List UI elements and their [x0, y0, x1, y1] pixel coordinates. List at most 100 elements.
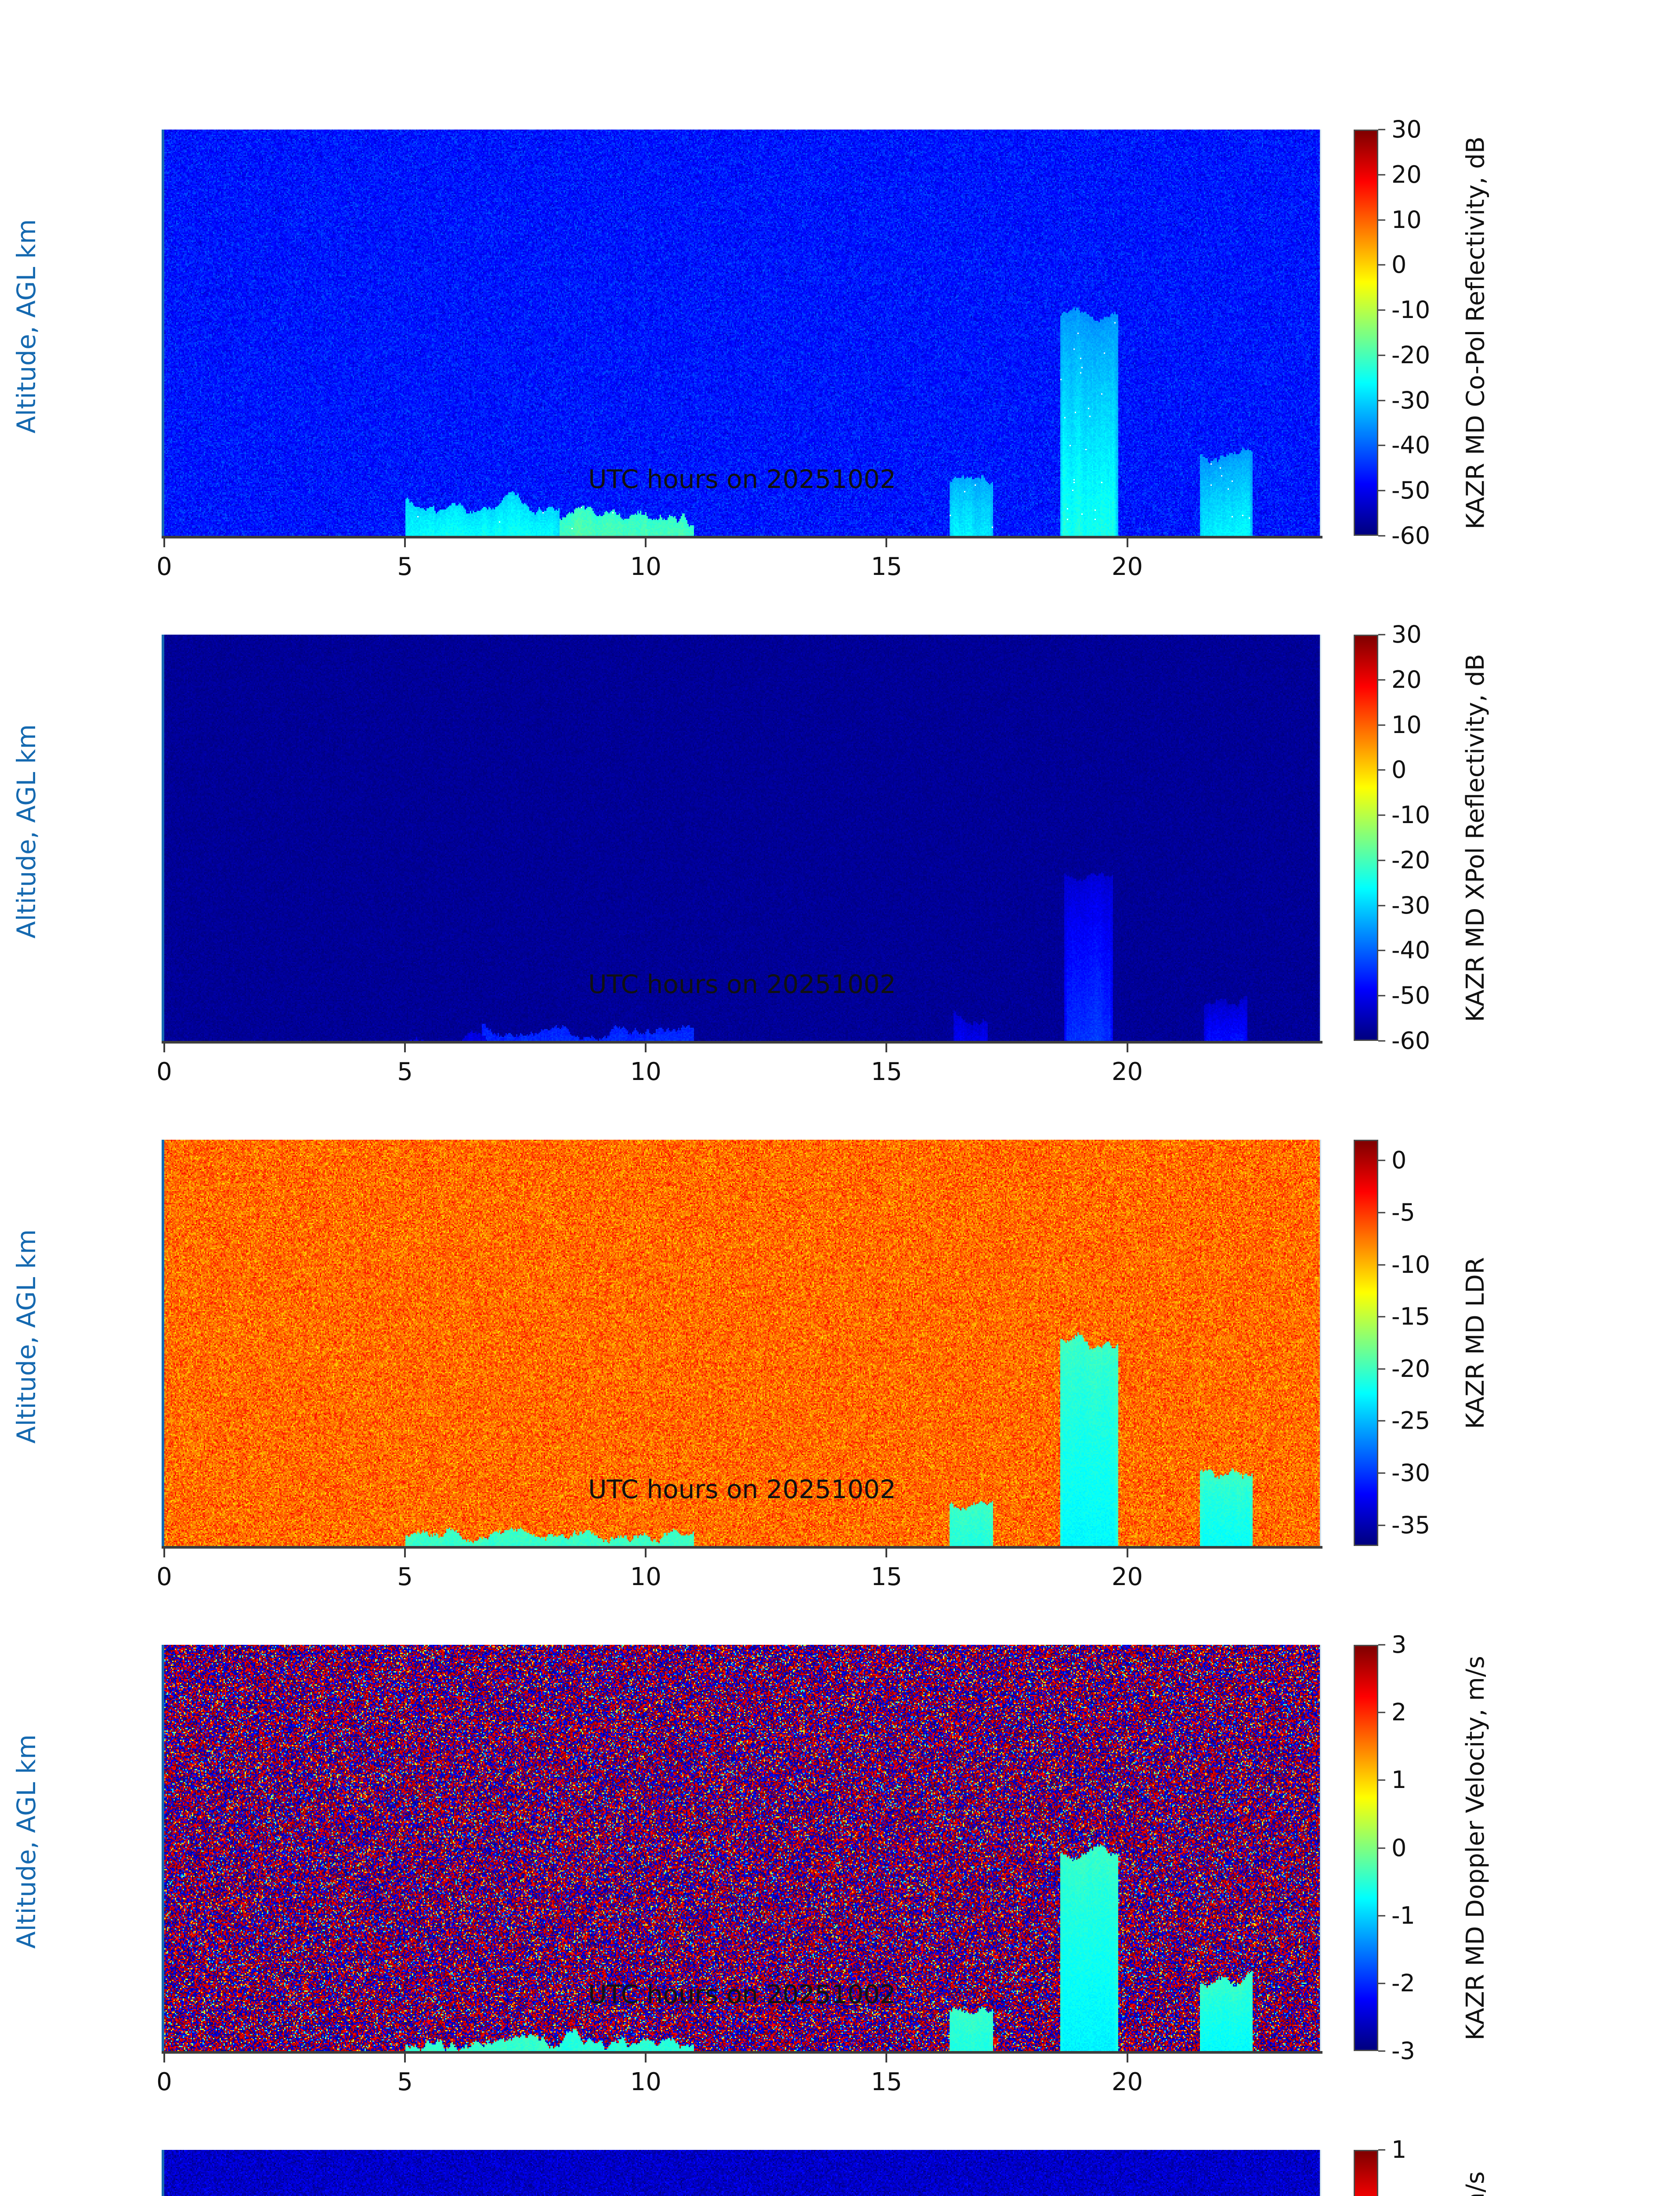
- colorbar-gradient: [1355, 1141, 1377, 1545]
- colorbar-label-text: KAZR MD Co-Pol Reflectivity, dB: [1461, 136, 1490, 529]
- axis-top: [164, 1644, 1320, 1645]
- colorbar-label-text: KAZR MD Spectral Width, m/s: [1461, 2171, 1490, 2196]
- colorbar-tick-label: -3: [1391, 2037, 1415, 2065]
- colorbar-tick-label: -5: [1391, 1199, 1415, 1227]
- colorbar-label-text: KAZR MD XPol Reflectivity, dB: [1461, 654, 1490, 1022]
- colorbar-tick: [1378, 354, 1385, 356]
- axis-left: [162, 130, 164, 536]
- x-axis-tick-label: 5: [397, 553, 413, 581]
- colorbar-tick-label: -25: [1391, 1407, 1431, 1435]
- colorbar-tick-label: -40: [1391, 431, 1431, 459]
- axis-right: [1320, 1140, 1321, 1546]
- x-axis-tick-label: 20: [1111, 2068, 1143, 2096]
- x-axis-tick-label: 10: [630, 1563, 661, 1591]
- axis-bottom: [162, 1546, 1322, 1549]
- colorbar-gradient: [1355, 636, 1377, 1040]
- colorbar-tick-label: -20: [1391, 1354, 1431, 1383]
- axis-left: [162, 1140, 164, 1546]
- colorbar-tick-label: 20: [1391, 160, 1422, 188]
- colorbar-tick-label: 20: [1391, 665, 1422, 693]
- colorbar-tick-label: -20: [1391, 846, 1431, 874]
- colorbar-tick-label: 0: [1391, 1146, 1407, 1174]
- x-axis-tick: [645, 1546, 647, 1557]
- x-axis-label: UTC hours on 20251002: [588, 969, 896, 999]
- colorbar: [1354, 1140, 1378, 1546]
- colorbar-tick: [1378, 814, 1385, 816]
- colorbar-label: KAZR MD Co-Pol Reflectivity, dB: [1449, 130, 1502, 536]
- x-axis-tick-label: 15: [871, 2068, 903, 2096]
- colorbar-tick: [1378, 400, 1385, 401]
- plot-panel-0: Altitude, AGL km05101520024681012UTC hou…: [0, 0, 1680, 579]
- y-axis-label-text: Altitude, AGL km: [11, 1734, 41, 1949]
- x-axis-tick: [885, 1041, 888, 1052]
- colorbar-tick-label: 30: [1391, 116, 1422, 143]
- axis-top: [164, 2149, 1320, 2150]
- x-axis-tick-label: 5: [397, 1058, 413, 1086]
- colorbar-label: KAZR MD Doppler Velocity, m/s: [1449, 1645, 1502, 2051]
- colorbar-tick-label: -60: [1391, 522, 1431, 549]
- heatmap-canvas: [164, 635, 1320, 1041]
- colorbar-tick: [1378, 490, 1385, 491]
- colorbar-tick: [1378, 1368, 1385, 1370]
- x-axis-tick-label: 15: [871, 553, 903, 581]
- axis-top: [164, 129, 1320, 130]
- x-axis-tick: [404, 2051, 406, 2062]
- x-axis-tick-label: 20: [1111, 1058, 1143, 1086]
- x-axis-tick-label: 10: [630, 2068, 661, 2096]
- axis-right: [1320, 1645, 1321, 2051]
- colorbar-label: KAZR MD XPol Reflectivity, dB: [1449, 635, 1502, 1041]
- plot-area: 05101520024681012: [156, 129, 1322, 579]
- colorbar-tick-label: -20: [1391, 341, 1431, 369]
- heatmap-canvas: [164, 130, 1320, 536]
- x-axis-tick: [163, 1546, 165, 1557]
- y-axis-label: Altitude, AGL km: [0, 2150, 53, 2196]
- axis-right: [1320, 635, 1321, 1041]
- plot-panel-4: Altitude, AGL km05101520024681012UTC hou…: [0, 2020, 1680, 2196]
- x-axis-label: UTC hours on 20251002: [588, 464, 896, 494]
- x-axis-tick-label: 10: [630, 553, 661, 581]
- axis-right: [1320, 2150, 1321, 2196]
- x-axis-tick: [645, 1041, 647, 1052]
- x-axis-tick: [1126, 536, 1128, 547]
- colorbar-tick: [1378, 905, 1385, 907]
- y-axis-label: Altitude, AGL km: [0, 1645, 53, 2038]
- axis-bottom: [162, 1041, 1322, 1044]
- colorbar-tick-label: 10: [1391, 206, 1422, 234]
- colorbar-tick: [1378, 679, 1385, 681]
- colorbar-tick-label: 3: [1391, 1631, 1407, 1658]
- x-axis-tick: [163, 536, 165, 547]
- x-axis-tick-label: 20: [1111, 1563, 1143, 1591]
- x-axis-tick-label: 0: [156, 1563, 172, 1591]
- colorbar-gradient: [1355, 131, 1377, 535]
- x-axis-tick: [163, 2051, 165, 2062]
- colorbar-tick-label: -15: [1391, 1303, 1431, 1331]
- colorbar-tick: [1378, 950, 1385, 951]
- axis-top: [164, 634, 1320, 635]
- colorbar-tick-label: -40: [1391, 936, 1431, 964]
- x-axis-tick: [885, 2051, 888, 2062]
- x-axis-tick-label: 0: [156, 2068, 172, 2096]
- colorbar-tick: [1378, 634, 1385, 636]
- colorbar-tick: [1378, 769, 1385, 771]
- colorbar-tick-label: -2: [1391, 1969, 1415, 1997]
- colorbar-tick-label: -10: [1391, 296, 1431, 324]
- axis-bottom: [162, 2051, 1322, 2054]
- axis-top: [164, 1139, 1320, 1140]
- colorbar-tick: [1378, 264, 1385, 266]
- x-axis-tick-label: 0: [156, 553, 172, 581]
- colorbar-tick: [1378, 129, 1385, 130]
- y-axis-label: Altitude, AGL km: [0, 1140, 53, 1533]
- x-axis-tick: [885, 1546, 888, 1557]
- axis-bottom: [162, 536, 1322, 538]
- colorbar-tick: [1378, 1712, 1385, 1713]
- colorbar-tick: [1378, 1264, 1385, 1266]
- x-axis-tick: [404, 1041, 406, 1052]
- colorbar-tick: [1378, 2149, 1385, 2151]
- colorbar-tick: [1378, 1212, 1385, 1214]
- colorbar: [1354, 2150, 1378, 2196]
- x-axis-tick: [645, 2051, 647, 2062]
- colorbar-tick-label: -10: [1391, 801, 1431, 829]
- plot-area: 05101520024681012: [156, 634, 1322, 1084]
- y-axis-label-text: Altitude, AGL km: [11, 219, 41, 433]
